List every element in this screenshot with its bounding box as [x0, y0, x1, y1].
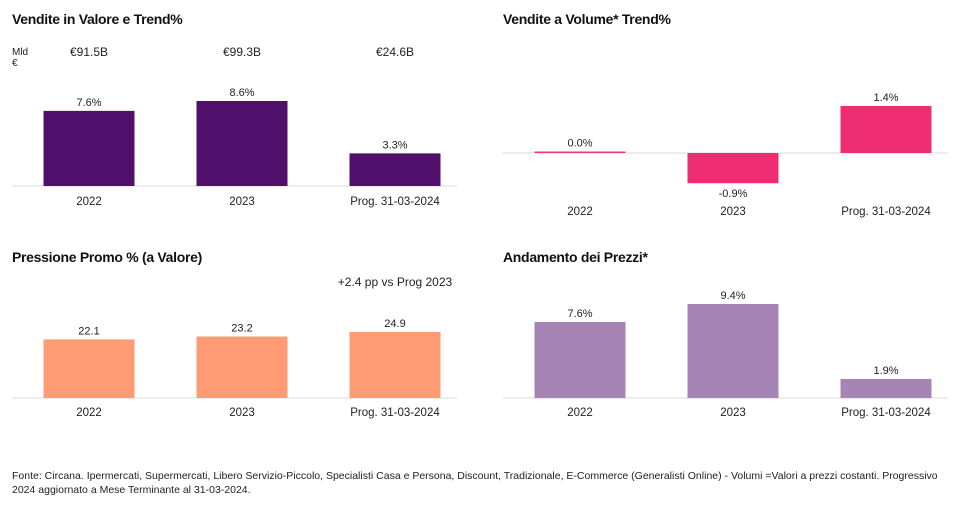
- bar-2023: [687, 304, 779, 398]
- panel-title: Andamento dei Prezzi*: [503, 249, 648, 265]
- category-label: 2022: [567, 206, 593, 218]
- panel-title: Vendite in Valore e Trend%: [12, 11, 183, 27]
- data-label: 1.9%: [873, 365, 898, 377]
- data-label: 9.4%: [720, 290, 745, 302]
- chart-andamento-prezzi: 7.6% 2022 9.4% 2023 1.9% Prog. 31-03-2024: [503, 290, 948, 419]
- data-label: 3.3%: [382, 139, 407, 151]
- bar-2022: [534, 322, 626, 398]
- bar-2022: [534, 151, 626, 153]
- bar-2023: [687, 153, 779, 184]
- category-label: 2022: [76, 407, 102, 419]
- chart-vendite-valore: 7.6% 2022 8.6% 2023 3.3% Prog. 31-03-2024: [12, 87, 457, 208]
- data-label: 23.2: [231, 323, 252, 335]
- bar-2022: [43, 339, 135, 398]
- total-label-2022: €91.5B: [69, 45, 109, 59]
- promo-note: +2.4 pp vs Prog 2023: [337, 275, 453, 289]
- data-label: 7.6%: [567, 308, 592, 320]
- chart-pressione-promo: 22.1 2022 23.2 2023 24.9 Prog. 31-03-2024: [12, 318, 457, 419]
- data-label: 0.0%: [567, 138, 592, 150]
- category-label: 2023: [229, 407, 255, 419]
- category-label: Prog. 31-03-2024: [841, 407, 931, 419]
- footnote: Fonte: Circana. Ipermercati, Supermercat…: [12, 470, 938, 496]
- category-label: 2023: [229, 196, 255, 208]
- total-label-2023: €99.3B: [222, 45, 262, 59]
- bar-prog-31-03-2024: [349, 332, 441, 398]
- category-label: 2022: [76, 196, 102, 208]
- bar-2023: [196, 101, 288, 186]
- category-label: Prog. 31-03-2024: [350, 196, 440, 208]
- bar-prog-31-03-2024: [840, 106, 932, 153]
- category-label: Prog. 31-03-2024: [350, 407, 440, 419]
- data-label: 1.4%: [873, 92, 898, 104]
- unit-label: Mld €: [12, 47, 29, 69]
- bar-2022: [43, 110, 135, 186]
- panel-title: Pressione Promo % (a Valore): [12, 249, 203, 265]
- category-label: 2023: [720, 407, 746, 419]
- category-label: Prog. 31-03-2024: [841, 206, 931, 218]
- data-label: 7.6%: [76, 97, 101, 109]
- bar-prog-31-03-2024: [349, 153, 441, 186]
- data-label: 22.1: [78, 325, 99, 337]
- data-label: -0.9%: [719, 188, 748, 200]
- data-label: 8.6%: [229, 87, 254, 99]
- total-label-prog-2024: €24.6B: [375, 45, 415, 59]
- data-label: 24.9: [384, 318, 405, 330]
- chart-vendite-volume: 0.0% 2022 -0.9% 2023 1.4% Prog. 31-03-2024: [503, 92, 948, 218]
- panel-title: Vendite a Volume* Trend%: [503, 11, 671, 27]
- bar-prog-31-03-2024: [840, 379, 932, 398]
- bar-2023: [196, 336, 288, 398]
- category-label: 2023: [720, 206, 746, 218]
- category-label: 2022: [567, 407, 593, 419]
